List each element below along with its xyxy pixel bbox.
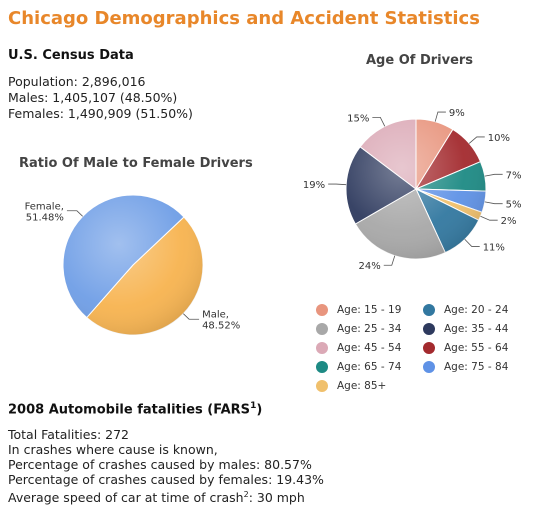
leader-age-20-24 [464, 238, 480, 247]
legend-item-age-20-24: Age: 20 - 24 [423, 304, 508, 316]
legend-item-age-25-34: Age: 25 - 34 [316, 323, 401, 335]
data-label-female-0: Female, [25, 201, 64, 212]
legend-label: Age: 25 - 34 [337, 323, 402, 335]
data-label-age-55-64: 10% [488, 133, 510, 144]
female-percentage-text: Percentage of crashes caused by females:… [8, 472, 324, 487]
fars-heading: 2008 Automobile fatalities (FARS1) [8, 401, 262, 417]
legend-swatch [316, 380, 328, 392]
legend-label: Age: 85+ [337, 380, 387, 392]
average-speed-line: Average speed of car at time of crash2: … [8, 487, 324, 505]
average-speed-text: Average speed of car at time of crash [8, 490, 244, 506]
leader-age-45-54 [372, 116, 386, 127]
male-percentage-text: Percentage of crashes caused by males: 8… [8, 457, 312, 472]
total-fatalities-text: Total Fatalities: 272 [8, 427, 129, 442]
gender-chart-title: Ratio Of Male to Female Drivers [19, 156, 253, 171]
legend-label: Age: 20 - 24 [444, 304, 509, 316]
legend-item-age-45-54: Age: 45 - 54 [316, 342, 401, 354]
leader-female [66, 210, 83, 217]
data-label-age-20-24: 11% [483, 242, 505, 253]
average-speed-value: : 30 mph [248, 490, 305, 506]
leader-age-75-84 [484, 201, 503, 205]
legend-swatch [423, 323, 435, 335]
pie-gloss [63, 195, 203, 335]
census-data: Population: 2,896,016 Males: 1,405,107 (… [8, 74, 193, 122]
legend-item-age-15-19: Age: 15 - 19 [316, 304, 401, 316]
legend-item-age-35-44: Age: 35 - 44 [423, 323, 508, 335]
known-cause-text: In crashes where cause is known, [8, 442, 218, 457]
leader-age-65-74 [484, 173, 503, 177]
speed-footnote-2: 2 [243, 490, 249, 499]
legend-label: Age: 35 - 44 [444, 323, 509, 335]
data-label-male-0: Male, [202, 310, 229, 321]
data-label-male-1: 48.52% [202, 321, 240, 332]
fars-heading-text: 2008 Automobile fatalities (FARS [8, 402, 251, 418]
leader-age-35-44 [328, 183, 347, 186]
leader-age-15-19 [434, 111, 446, 122]
males-text: Males: 1,405,107 (48.50%) [8, 90, 178, 105]
legend-swatch [316, 361, 328, 373]
legend-swatch [423, 342, 435, 354]
legend-swatch [316, 342, 328, 354]
legend-label: Age: 75 - 84 [444, 361, 509, 373]
legend-item-age-75-84: Age: 75 - 84 [423, 361, 508, 373]
legend-label: Age: 55 - 64 [444, 342, 509, 354]
age-pie-chart: 9% 10% 7% 5% 2% 11% 24% 19% 15% [303, 108, 522, 272]
gender-pie-chart: Male,48.52% Female,51.48% [25, 194, 240, 336]
legend-label: Age: 45 - 54 [337, 342, 402, 354]
legend-item-age-85: Age: 85+ [316, 380, 386, 392]
legend-swatch [423, 361, 435, 373]
data-label-age-25-34: 24% [359, 261, 381, 272]
population-text: Population: 2,896,016 [8, 74, 146, 89]
fars-heading-close: ) [256, 402, 263, 418]
data-label-age-45-54: 15% [347, 113, 369, 124]
legend-swatch [316, 323, 328, 335]
legend-swatch [423, 304, 435, 316]
page-title: Chicago Demographics and Accident Statis… [8, 8, 480, 29]
census-heading: U.S. Census Data [8, 48, 134, 63]
data-label-female-1: 51.48% [26, 212, 64, 223]
data-label-age-65-74: 7% [506, 170, 522, 181]
age-chart-title: Age Of Drivers [366, 53, 474, 68]
leader-male [183, 313, 200, 320]
leader-age-25-34 [383, 255, 396, 266]
leader-age-55-64 [468, 136, 485, 144]
legend-swatch [316, 304, 328, 316]
legend-item-age-65-74: Age: 65 - 74 [316, 361, 401, 373]
females-text: Females: 1,490,909 (51.50%) [8, 106, 193, 121]
leader-age-85 [480, 215, 498, 221]
data-label-age-35-44: 19% [303, 180, 325, 191]
fars-data: Total Fatalities: 272 In crashes where c… [8, 427, 324, 505]
legend-item-age-55-64: Age: 55 - 64 [423, 342, 508, 354]
legend-label: Age: 15 - 19 [337, 304, 402, 316]
legend-label: Age: 65 - 74 [337, 361, 402, 373]
data-label-age-15-19: 9% [449, 108, 465, 119]
data-label-age-75-84: 5% [506, 200, 522, 211]
data-label-age-85: 2% [501, 216, 517, 227]
pie-gloss [346, 119, 486, 259]
fars-footnote-1: 1 [250, 401, 257, 411]
